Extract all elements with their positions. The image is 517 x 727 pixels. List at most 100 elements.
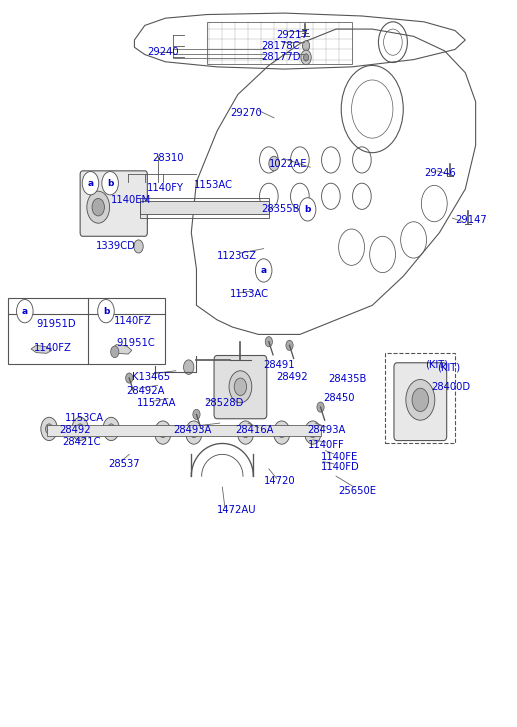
Text: 1472AU: 1472AU — [217, 505, 257, 515]
Text: 14720: 14720 — [264, 476, 295, 486]
Circle shape — [102, 172, 118, 195]
Text: a: a — [22, 307, 28, 316]
Circle shape — [159, 427, 166, 438]
FancyBboxPatch shape — [80, 171, 147, 236]
Circle shape — [103, 417, 119, 441]
Text: 28492: 28492 — [277, 371, 308, 382]
Text: 1152AA: 1152AA — [137, 398, 176, 409]
Text: 28421C: 28421C — [62, 437, 100, 447]
Circle shape — [286, 340, 293, 350]
Text: b: b — [305, 205, 311, 214]
Text: 29217: 29217 — [277, 30, 309, 40]
FancyBboxPatch shape — [214, 356, 267, 419]
Text: 28416A: 28416A — [235, 425, 273, 435]
Bar — [8, 298, 165, 364]
Text: 28491: 28491 — [264, 360, 295, 370]
Text: 1140FE: 1140FE — [321, 451, 358, 462]
Circle shape — [155, 421, 171, 444]
Circle shape — [303, 54, 309, 61]
Text: 1153AC: 1153AC — [230, 289, 269, 300]
Text: 28528D: 28528D — [204, 398, 244, 409]
Bar — [47, 425, 321, 436]
Circle shape — [41, 417, 57, 441]
FancyBboxPatch shape — [394, 363, 447, 441]
Text: 29240: 29240 — [147, 47, 179, 57]
Circle shape — [406, 379, 435, 420]
Circle shape — [273, 421, 290, 444]
Text: 28310: 28310 — [153, 153, 184, 164]
Circle shape — [302, 41, 310, 51]
Circle shape — [237, 421, 254, 444]
Circle shape — [265, 337, 272, 347]
Polygon shape — [111, 345, 132, 354]
Text: b: b — [103, 307, 109, 316]
Circle shape — [72, 417, 88, 441]
Circle shape — [193, 409, 200, 419]
Text: 28492A: 28492A — [127, 386, 165, 396]
Circle shape — [412, 388, 429, 411]
Circle shape — [186, 421, 202, 444]
Circle shape — [305, 421, 321, 444]
Text: 91951C: 91951C — [116, 338, 155, 348]
Text: 1123GZ: 1123GZ — [217, 251, 257, 261]
Text: 28537: 28537 — [109, 459, 140, 469]
Bar — [140, 198, 269, 218]
Circle shape — [108, 424, 115, 434]
Text: 28450: 28450 — [323, 393, 355, 403]
Circle shape — [278, 427, 285, 438]
Bar — [207, 22, 352, 64]
Circle shape — [111, 346, 119, 358]
Text: 1153AC: 1153AC — [194, 180, 233, 190]
Text: 28177D: 28177D — [261, 52, 300, 63]
Text: 1140FD: 1140FD — [321, 462, 359, 472]
Text: a: a — [87, 179, 94, 188]
Text: 28492: 28492 — [59, 425, 91, 435]
Circle shape — [317, 402, 324, 412]
Text: (KIT): (KIT) — [437, 362, 460, 372]
Text: 29246: 29246 — [424, 168, 455, 178]
Circle shape — [92, 198, 104, 216]
Text: 1022AE: 1022AE — [269, 158, 307, 169]
Text: 1140FY: 1140FY — [147, 182, 185, 193]
Text: 28178C: 28178C — [261, 41, 299, 51]
Circle shape — [242, 427, 249, 438]
Circle shape — [269, 156, 279, 171]
Text: 28400D: 28400D — [432, 382, 471, 392]
Bar — [140, 201, 269, 214]
Text: (KIT): (KIT) — [425, 360, 448, 370]
Text: 29147: 29147 — [455, 214, 486, 225]
Text: 91951D: 91951D — [36, 318, 76, 329]
Text: 28435B: 28435B — [328, 374, 367, 385]
Polygon shape — [31, 345, 52, 353]
Circle shape — [134, 240, 143, 253]
Circle shape — [17, 300, 33, 323]
Circle shape — [77, 424, 84, 434]
Circle shape — [301, 50, 311, 65]
Text: 1140FF: 1140FF — [308, 440, 344, 450]
Text: 1339CD: 1339CD — [96, 241, 135, 252]
Circle shape — [82, 172, 99, 195]
Circle shape — [126, 373, 133, 383]
Circle shape — [299, 198, 316, 221]
Text: b: b — [107, 179, 113, 188]
Bar — [385, 353, 455, 443]
Circle shape — [184, 360, 194, 374]
Circle shape — [87, 191, 110, 223]
Text: 1140FZ: 1140FZ — [114, 316, 151, 326]
Circle shape — [229, 371, 252, 403]
Circle shape — [45, 424, 53, 434]
Circle shape — [98, 300, 114, 323]
Circle shape — [190, 427, 197, 438]
Text: 28493A: 28493A — [173, 425, 211, 435]
Text: 28355B: 28355B — [261, 204, 299, 214]
Text: 1153CA: 1153CA — [65, 413, 104, 423]
Text: 1140FZ: 1140FZ — [34, 342, 71, 353]
Text: 28493A: 28493A — [308, 425, 346, 435]
Text: 1140EM: 1140EM — [111, 195, 151, 205]
Text: 25650E: 25650E — [339, 486, 377, 496]
Text: a: a — [261, 266, 267, 275]
Circle shape — [234, 378, 247, 395]
Text: 29270: 29270 — [230, 108, 262, 118]
Circle shape — [309, 427, 316, 438]
Text: K13465: K13465 — [132, 371, 170, 382]
